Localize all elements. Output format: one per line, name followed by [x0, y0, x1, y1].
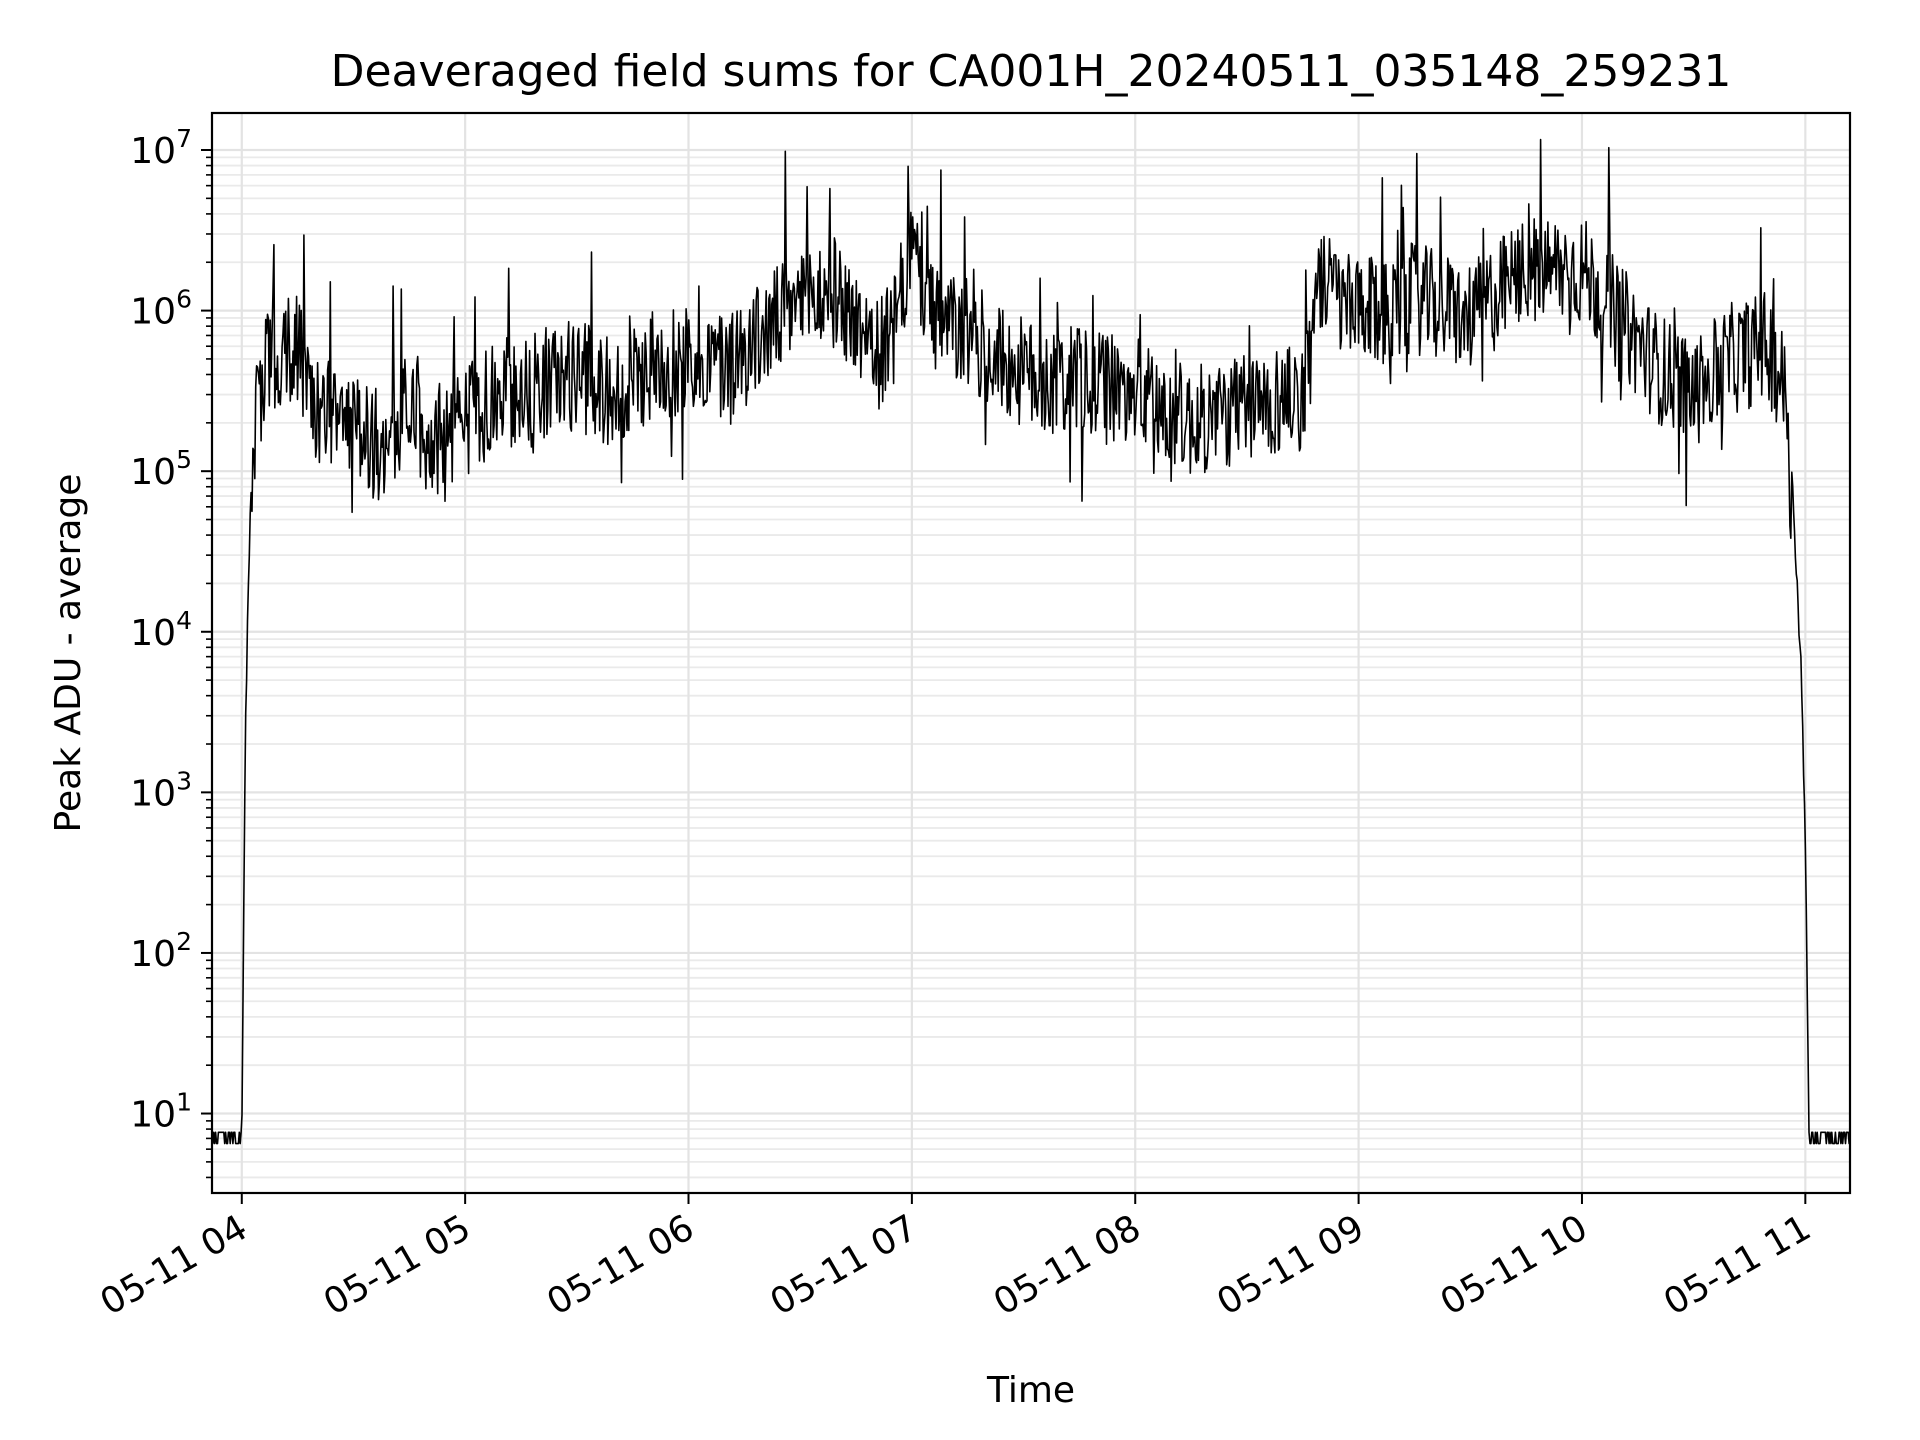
y-tick-base: 10 [130, 1095, 176, 1136]
y-tick-exponent: 7 [176, 124, 192, 153]
y-tick-base: 10 [130, 934, 176, 975]
axis-ticks [201, 149, 1807, 1204]
y-tick-label: 102 [130, 927, 192, 975]
y-tick-base: 10 [130, 131, 176, 172]
y-tick-exponent: 3 [176, 766, 192, 795]
series-line [212, 138, 1850, 1145]
y-tick-label: 101 [130, 1088, 192, 1136]
x-axis-label: Time [986, 1370, 1075, 1411]
y-tick-exponent: 1 [176, 1088, 192, 1117]
y-tick-base: 10 [130, 773, 176, 814]
y-tick-exponent: 5 [176, 445, 192, 474]
y-tick-base: 10 [130, 452, 176, 493]
y-tick-base: 10 [130, 292, 176, 333]
y-tick-label: 107 [130, 124, 192, 172]
y-tick-exponent: 4 [176, 606, 192, 635]
y-tick-exponent: 2 [176, 927, 192, 956]
y-tick-label: 106 [130, 285, 192, 333]
y-tick-label: 103 [130, 766, 192, 814]
gridlines [212, 113, 1850, 1193]
y-tick-base: 10 [130, 613, 176, 654]
y-tick-exponent: 6 [176, 285, 192, 314]
chart-title: Deaveraged field sums for CA001H_2024051… [331, 46, 1732, 97]
plot-frame [210, 111, 1852, 1195]
y-tick-label: 104 [130, 606, 192, 654]
y-tick-label: 105 [130, 445, 192, 493]
y-axis-label: Peak ADU - average [48, 474, 89, 833]
